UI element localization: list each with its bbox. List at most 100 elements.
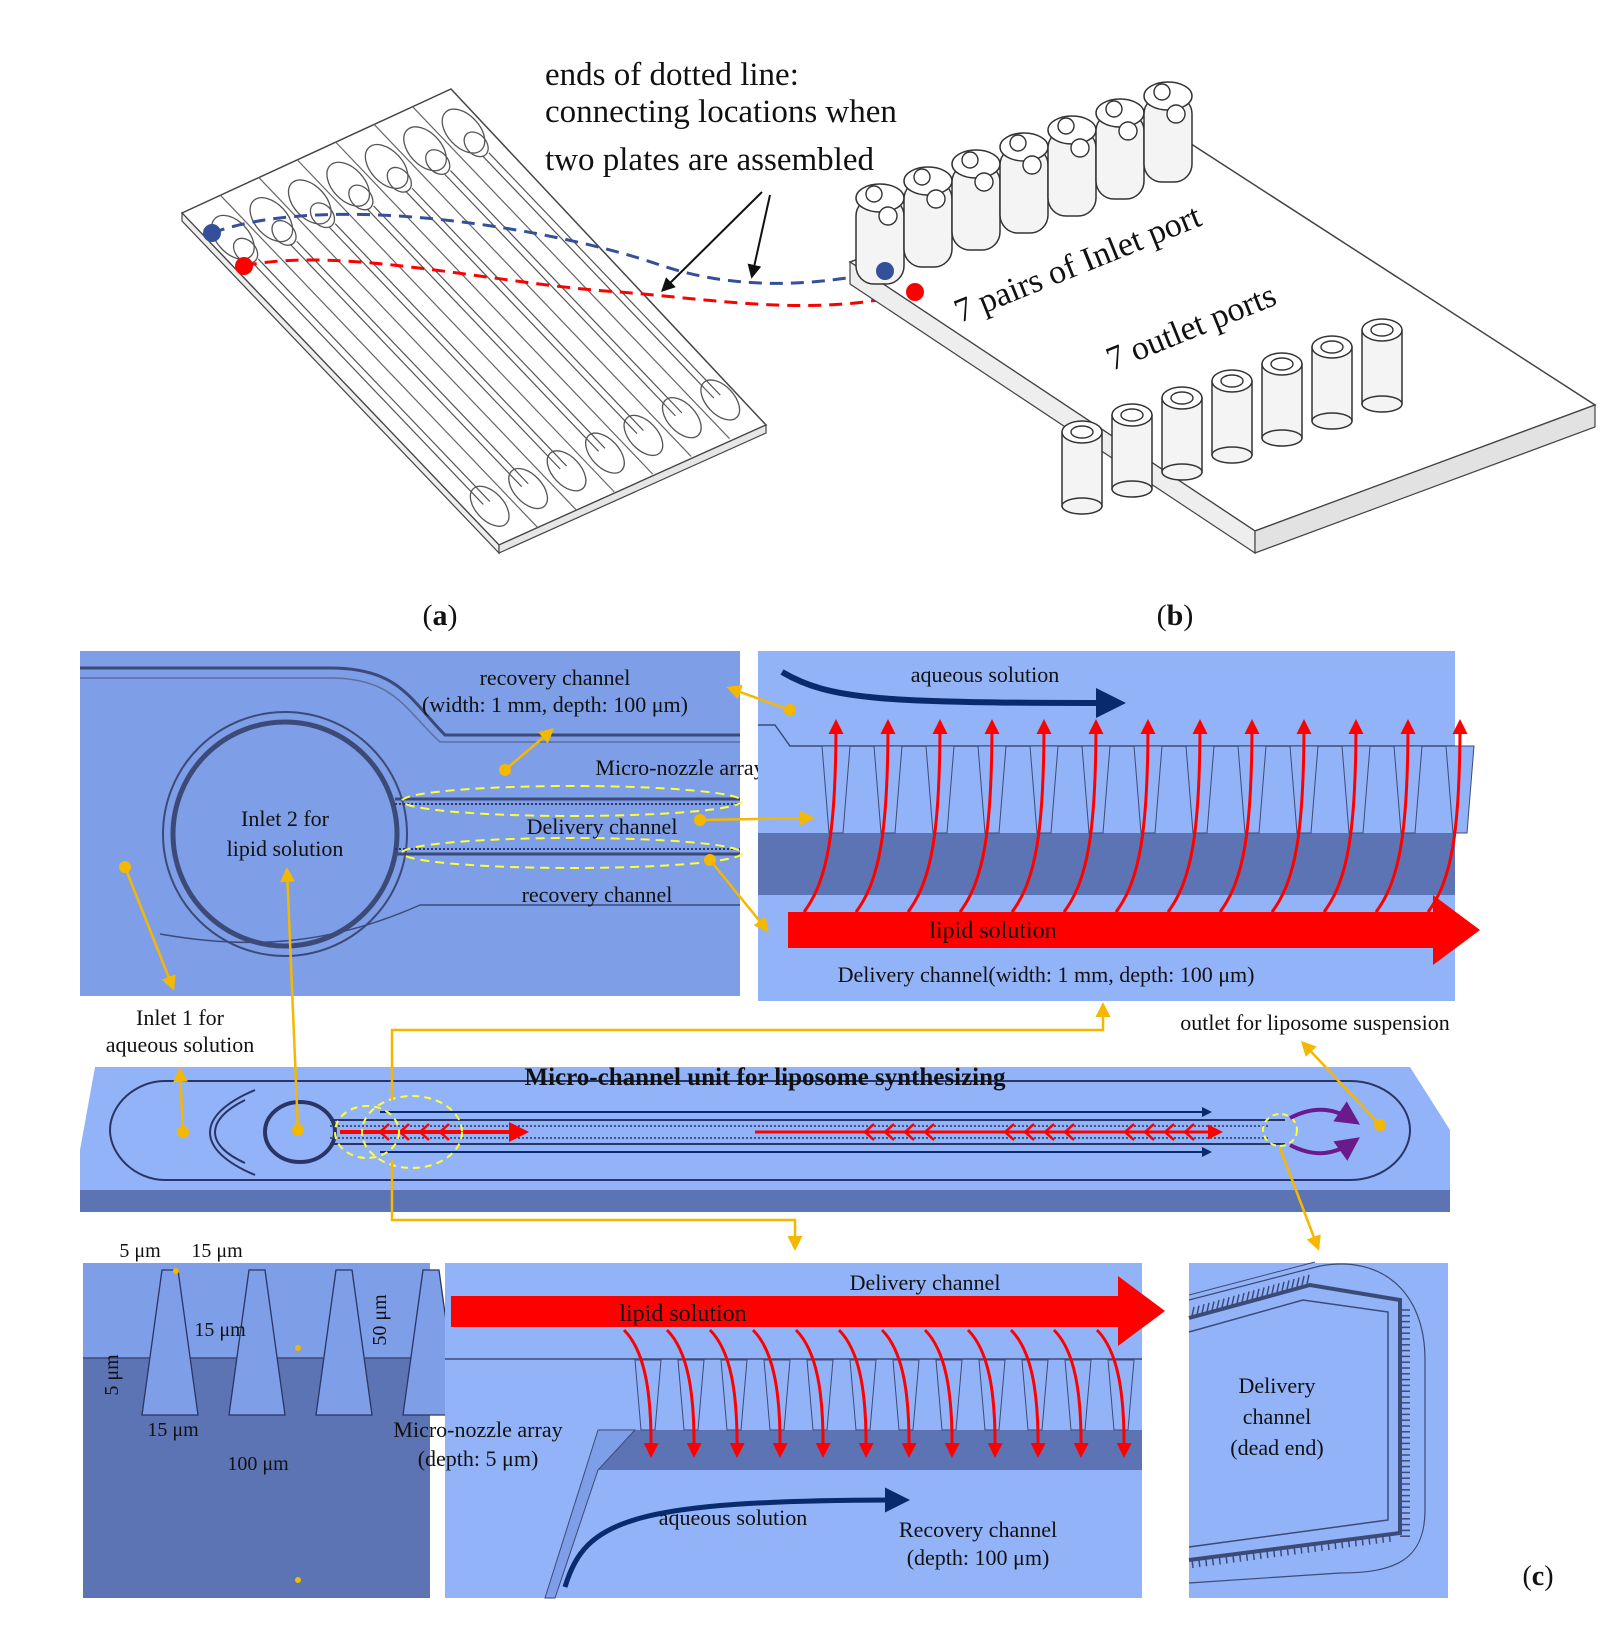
lipid-chevron <box>1123 1123 1135 1141</box>
aqueous-flow-arrow-bottom <box>562 1487 910 1588</box>
nozzle-tooth <box>1225 1554 1228 1564</box>
red-port-marker <box>906 283 924 301</box>
nozzle-tooth <box>1313 1542 1317 1552</box>
nozzle-tooth <box>1381 1533 1385 1543</box>
lipid-flow-arrow <box>1114 719 1156 913</box>
plate-inlet-ring <box>326 161 371 207</box>
nozzle-tooth <box>1291 1278 1295 1289</box>
recovery-channel-top-dims: (width: 1 mm, depth: 100 μm) <box>422 692 688 717</box>
inlet-hole <box>1022 155 1042 175</box>
lipid-flow-arrow <box>1374 719 1416 913</box>
plate-inner-ring <box>463 131 489 158</box>
lipid-chevron <box>863 1123 875 1141</box>
lipid-flow-arrow <box>1322 719 1364 913</box>
nozzle-tooth <box>1191 1558 1194 1569</box>
lipid-chevron <box>923 1123 935 1141</box>
plate-outlet-ring <box>661 397 702 439</box>
nozzle-tooth <box>1216 1299 1220 1310</box>
nozzle-tooth <box>1246 1291 1250 1301</box>
dim-100um: 100 μm <box>227 1453 289 1475</box>
inlet-hole <box>1166 104 1186 124</box>
plate-inner-ring <box>348 184 374 211</box>
lipid-flow-arrow <box>1010 719 1052 913</box>
lipid-flow-arrow <box>622 1328 659 1458</box>
dim-15um-bottom: 15 μm <box>147 1419 199 1441</box>
delivery-channel-label-bottom: Delivery channel <box>850 1270 1001 1295</box>
dim-5um-top: 5 μm <box>119 1240 161 1262</box>
outlet-port-body <box>1211 380 1253 456</box>
outlet-port-hole <box>1270 357 1294 371</box>
delivery-channel-dims-label: Delivery channel(width: 1 mm, depth: 100… <box>838 962 1255 987</box>
plate-channel-edge <box>366 208 600 452</box>
nozzle <box>977 745 1007 834</box>
annotation-line-2: connecting locations when <box>545 94 897 130</box>
lipid-solution-label-bottom: lipid solution <box>619 1301 746 1327</box>
lipid-chevron <box>1063 1123 1075 1141</box>
nozzle-tooth <box>1211 1556 1215 1566</box>
plate-channel-edge <box>488 152 721 396</box>
nozzle-tooth <box>1361 1536 1364 1546</box>
lipid-big-arrow-bottom <box>451 1276 1165 1346</box>
dead-end-line-2: channel <box>1243 1404 1311 1429</box>
nozzle-tooth <box>1276 1283 1280 1293</box>
plate-channel-edge <box>411 187 644 432</box>
plate-inlet-ring <box>441 108 486 154</box>
lipid-flow-arrow <box>1062 719 1104 913</box>
inlet2-label-2: lipid solution <box>227 836 344 861</box>
lipid-flow-arrow <box>1218 719 1260 913</box>
aqueous-solution-label-bottom: aqueous solution <box>659 1505 808 1530</box>
plate-outlet-ring <box>469 485 510 527</box>
dim-15um-mid: 15 μm <box>194 1319 246 1341</box>
plate-inner-ring <box>271 219 297 246</box>
red-endpoint-marker <box>235 257 253 275</box>
dimension-tick <box>295 1345 301 1351</box>
outlet-port-hole <box>1370 323 1394 337</box>
dim-15um-top: 15 μm <box>191 1240 243 1262</box>
recovery-channel-bottom-label: recovery channel <box>522 882 673 907</box>
plate-channel-edge <box>450 170 683 414</box>
plate-inlet-ring <box>403 126 447 172</box>
lipid-flow-arrow <box>802 719 844 913</box>
nozzle-tooth <box>1218 1555 1221 1565</box>
lipid-chevron <box>1143 1123 1155 1141</box>
inlet-hole <box>1118 121 1138 141</box>
dimension-nozzle <box>141 1269 199 1416</box>
nozzle-tooth <box>1211 1301 1215 1311</box>
lipid-chevron <box>883 1123 895 1141</box>
plate-divider <box>219 194 538 528</box>
top-nozzle-array <box>821 745 1475 834</box>
lipid-chevron <box>1023 1123 1035 1141</box>
nozzle <box>1029 745 1059 834</box>
outlet-port-base <box>1261 429 1303 447</box>
plate-channel-edge <box>251 261 484 505</box>
nozzle-tooth <box>1198 1558 1201 1568</box>
inlet-port-pairs <box>855 81 1193 285</box>
inlet-hole <box>926 189 946 209</box>
nozzle <box>1133 745 1163 834</box>
nozzle-tooth <box>1236 1294 1240 1304</box>
outlet-port-body <box>1261 363 1303 439</box>
lipid-flow-arrow <box>880 1328 917 1458</box>
bottom-lipid-flow-arrows <box>622 1328 1132 1458</box>
nozzle-tooth <box>1201 1304 1205 1314</box>
inlet-hole <box>913 168 931 186</box>
dead-end-nozzle-teeth <box>1191 1274 1410 1569</box>
nozzle-tooth <box>1300 1544 1303 1554</box>
nozzle-tooth <box>1206 1302 1210 1312</box>
nozzle <box>1393 745 1423 834</box>
plate-inner-ring <box>232 237 259 264</box>
plate-divider <box>373 124 692 457</box>
nozzle-tooth <box>1327 1540 1330 1551</box>
panel-b-plate <box>848 81 1597 555</box>
plate-divider <box>412 106 731 440</box>
nozzle-tooth <box>1272 1548 1276 1558</box>
recovery-channel-depth-label: (depth: 100 μm) <box>907 1545 1050 1570</box>
nozzle <box>1289 745 1319 834</box>
recovery-channel-label-bottom: Recovery channel <box>899 1517 1057 1542</box>
nozzle-tooth <box>1245 1551 1249 1561</box>
outlet-ports <box>1061 318 1403 515</box>
outlet-port-hole <box>1320 340 1344 354</box>
recovery-channel-top-label: recovery channel <box>480 665 631 690</box>
aqueous-flow-arrow-top <box>780 669 1126 718</box>
c-top-left-panel <box>80 651 743 996</box>
